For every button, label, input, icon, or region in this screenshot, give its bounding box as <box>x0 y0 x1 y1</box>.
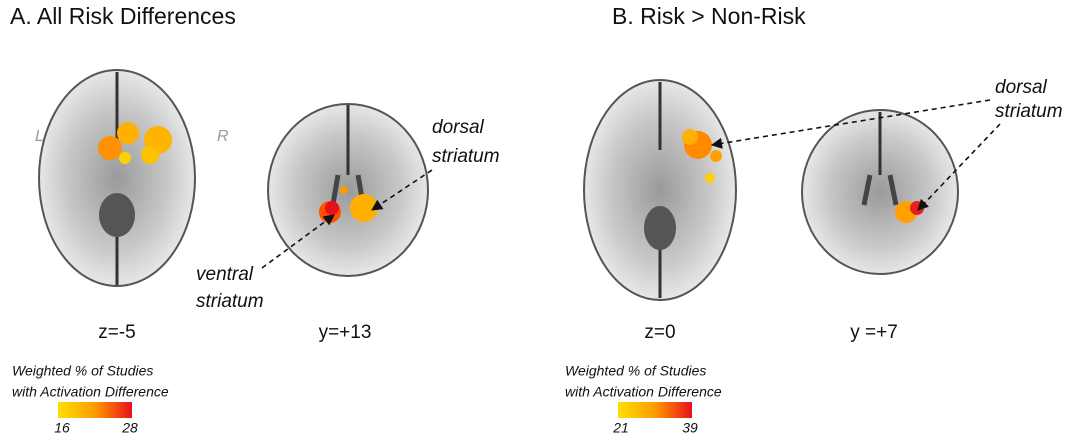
axial-brain <box>38 69 196 287</box>
slice-label: z=-5 <box>98 322 136 343</box>
arrow <box>371 169 433 211</box>
colorbar <box>618 402 692 418</box>
annotation: striatum <box>196 291 264 312</box>
slice-label: y =+7 <box>850 322 898 343</box>
coronal-brain <box>801 109 959 275</box>
colorbar-max: 39 <box>682 420 698 436</box>
annotation: striatum <box>432 146 500 167</box>
panel-title: B. Risk > Non-Risk <box>612 3 806 29</box>
annotation: striatum <box>995 101 1063 122</box>
colorbar-title: with Activation Difference <box>565 384 722 400</box>
colorbar-title: Weighted % of Studies <box>12 363 153 379</box>
colorbar-max: 28 <box>121 420 138 436</box>
arrow <box>917 123 1001 211</box>
annotation: dorsal <box>995 77 1048 98</box>
slice-label: y=+13 <box>319 322 372 343</box>
annotation: dorsal <box>432 117 485 138</box>
coronal-brain <box>267 103 429 277</box>
axial-brain <box>583 79 737 301</box>
annotation: ventral <box>196 264 254 285</box>
hemisphere-label: R <box>217 128 229 145</box>
arrow <box>710 99 991 149</box>
colorbar-title: with Activation Difference <box>12 384 169 400</box>
panel-title: A. All Risk Differences <box>10 3 236 29</box>
colorbar-min: 21 <box>612 420 629 436</box>
hemisphere-label: L <box>35 128 44 145</box>
slice-label: z=0 <box>644 322 675 343</box>
arrow <box>261 214 335 269</box>
colorbar-title: Weighted % of Studies <box>565 363 706 379</box>
colorbar <box>58 402 132 418</box>
colorbar-min: 16 <box>54 420 70 436</box>
